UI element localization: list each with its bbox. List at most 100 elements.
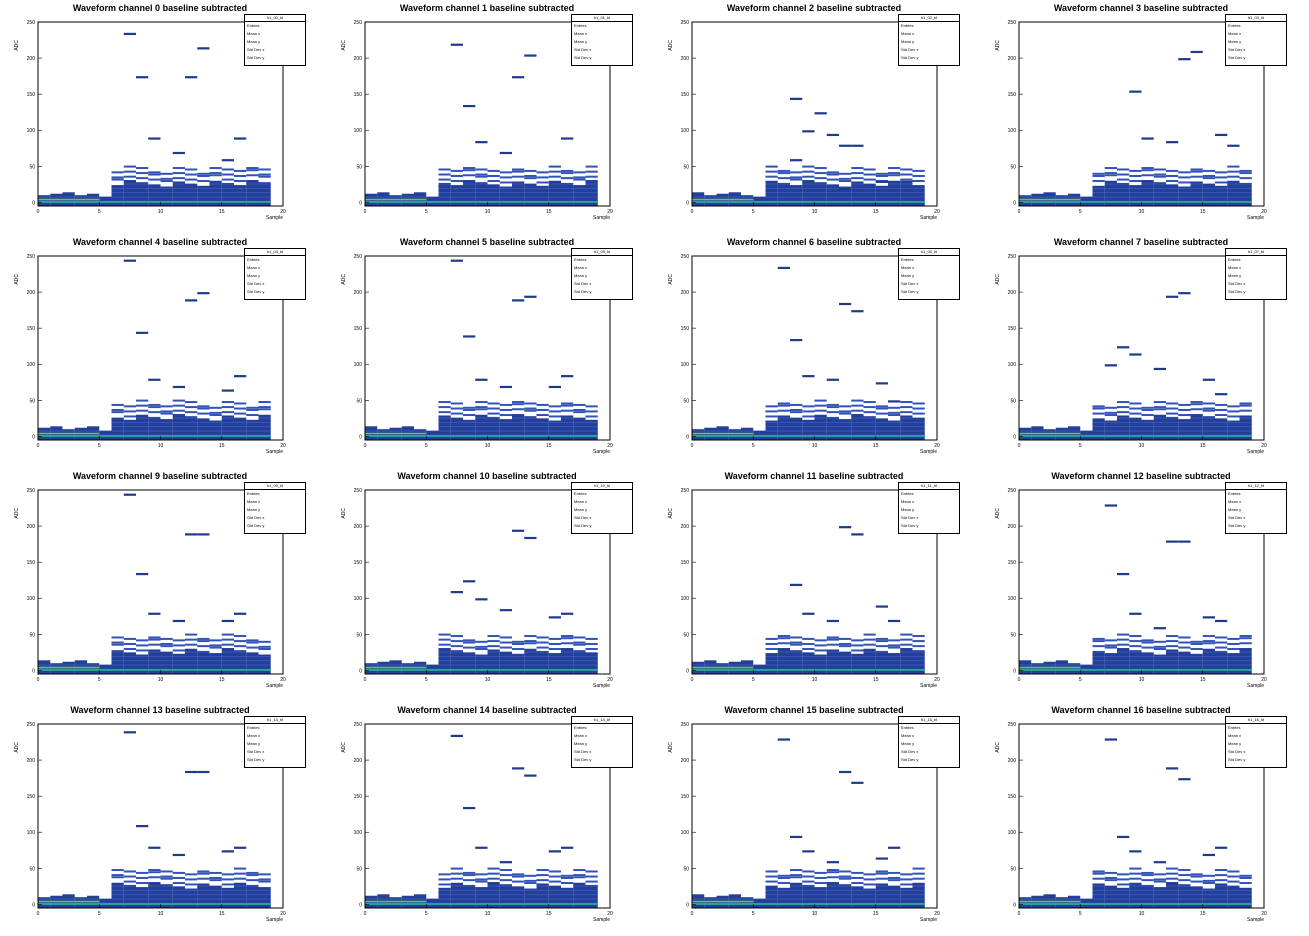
heatmap-bin [234,882,247,908]
heatmap-bin [1153,401,1166,404]
y-tick-label: 0 [1013,668,1016,674]
outlier-bin [197,47,210,50]
heatmap-bin [851,898,864,900]
heatmap-bin [438,200,451,203]
y-axis-title: ADC [341,40,347,51]
heatmap-bin [912,185,925,206]
heatmap-bin [716,898,729,900]
stats-label: Std Dev x [1228,749,1246,754]
heatmap-bin [524,648,537,674]
heatmap-bin [536,898,549,900]
heatmap-bin [704,898,717,900]
x-tick-label: 10 [158,677,164,683]
heatmap-bin [1215,176,1228,179]
heatmap-bin [561,417,574,419]
heatmap-bin [1202,187,1215,189]
heatmap-bin [777,664,790,666]
outlier-bin [450,734,463,738]
outlier-bin [1104,738,1117,741]
heatmap-bin [765,183,778,185]
heatmap-bin [1215,641,1228,644]
heatmap-bin [1227,420,1240,440]
stats-label: Mean y [901,741,915,746]
x-tick-label: 10 [1139,677,1145,683]
heatmap-bin [209,180,222,206]
heatmap-bin [234,898,247,900]
heatmap-bin [875,405,888,408]
heatmap-bin [548,902,561,905]
heatmap-bin [585,885,598,887]
heatmap-bin [1239,635,1252,638]
heatmap-bin [246,668,259,671]
heatmap-bin [475,645,488,648]
stats-row: Mean y [1226,740,1286,748]
heatmap-bin [900,434,913,437]
stats-label: Mean x [1228,733,1242,738]
heatmap-bin [111,664,124,666]
heatmap-bin [561,187,574,189]
x-tick-label: 5 [1079,677,1082,683]
heatmap-bin [365,663,378,674]
heatmap-bin [790,200,803,203]
stats-label: Mean x [247,31,261,36]
heatmap-bin [172,876,185,879]
heatmap-bin [900,183,913,185]
heatmap-bin [536,200,549,203]
heatmap-bin [111,898,124,900]
heatmap-bin [524,879,537,882]
outlier-bin [875,382,888,385]
heatmap-bin [1190,421,1203,423]
heatmap-bin [1239,642,1252,645]
y-tick-label: 150 [27,794,36,800]
heatmap-bin [136,655,149,657]
heatmap-bin [839,426,852,428]
stats-row: Std Dev y [572,756,632,764]
heatmap-bin [438,889,451,891]
heatmap-bin [1202,196,1215,198]
heatmap-bin [1202,421,1215,423]
chart-title: Waveform channel 1 baseline subtracted [399,3,575,13]
heatmap-bin [38,196,51,198]
heatmap-bin [900,426,913,428]
heatmap-bin [814,898,827,900]
heatmap-bin [536,192,549,194]
stats-box: h1_07_bl Entries Mean x Mean y Std Dev x Std … [1225,248,1287,300]
heatmap-bin [197,421,210,423]
heatmap-bin [1215,185,1228,206]
heatmap-bin [875,187,888,189]
heatmap-bin [1092,655,1105,657]
heatmap-bin [246,879,259,882]
heatmap-bin [888,406,901,409]
y-tick-label: 250 [1008,722,1017,728]
heatmap-bin [1215,655,1228,657]
heatmap-bin [246,169,259,172]
outlier-bin [777,266,790,270]
heatmap-bin [826,889,839,891]
heatmap-bin [1129,185,1142,206]
heatmap-bin [160,434,173,437]
heatmap-bin [875,434,888,437]
y-axis-title: ADC [341,274,347,285]
heatmap-bin [123,652,136,674]
heatmap-bin [814,167,827,170]
heatmap-bin [221,651,234,653]
heatmap-bin [209,414,222,417]
heatmap-bin [87,196,100,198]
heatmap-bin [790,641,803,644]
heatmap-bin [585,870,598,873]
heatmap-bin [826,196,839,198]
heatmap-bin [1153,406,1166,409]
heatmap-bin [172,902,185,905]
heatmap-bin [790,185,803,206]
heatmap-bin [1215,434,1228,437]
heatmap-bin [450,174,463,177]
heatmap-bin [839,172,852,175]
heatmap-bin [839,412,852,415]
heatmap-bin [1239,415,1252,440]
heatmap-bin [1104,421,1117,423]
heatmap-bin [1141,652,1154,674]
outlier-bin [790,159,803,162]
heatmap-bin [1166,430,1179,432]
